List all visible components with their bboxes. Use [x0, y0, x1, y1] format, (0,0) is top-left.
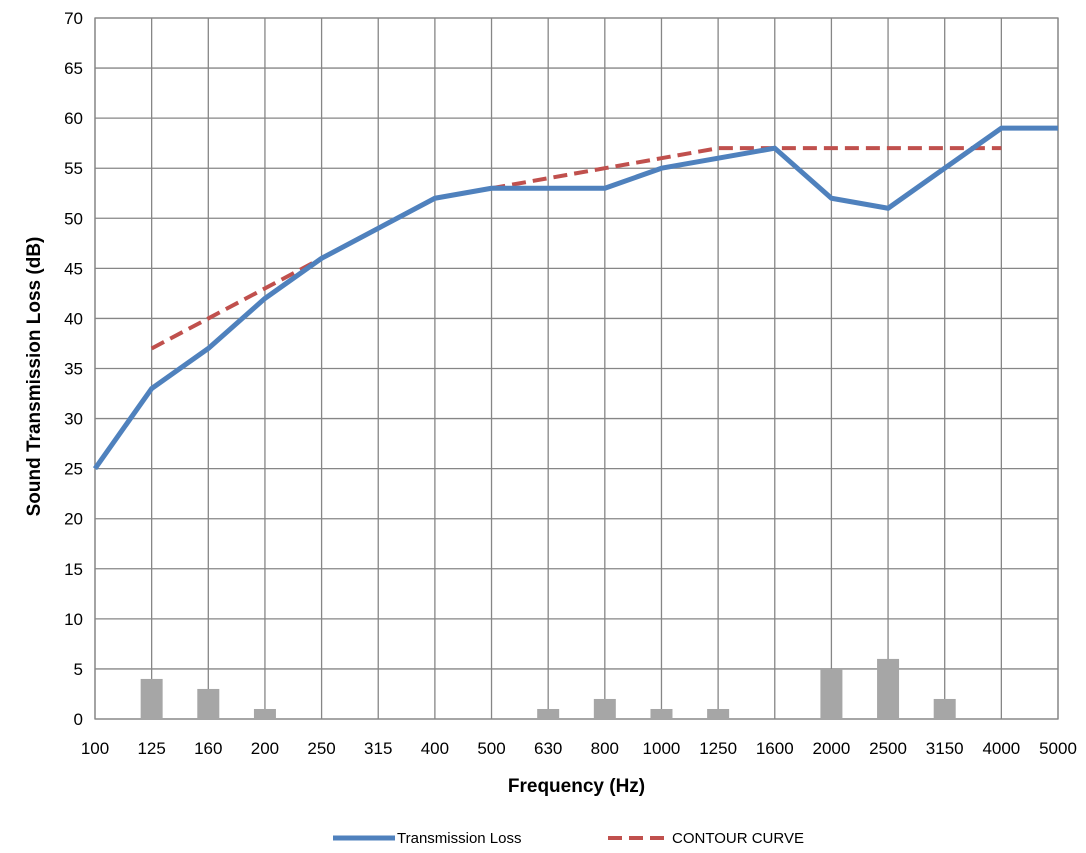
y-tick-label: 70: [64, 9, 83, 28]
y-tick-label: 20: [64, 510, 83, 529]
x-tick-label: 2000: [812, 739, 850, 758]
deficiency-bar: [877, 658, 900, 719]
y-tick-label: 55: [64, 159, 83, 178]
y-tick-label: 50: [64, 209, 83, 228]
deficiency-bar: [537, 708, 560, 719]
plot-border: [94, 17, 1059, 720]
x-tick-label: 400: [421, 739, 449, 758]
y-tick-label: 10: [64, 610, 83, 629]
x-tick-label: 500: [477, 739, 505, 758]
deficiency-bar: [933, 698, 956, 719]
x-tick-label: 1600: [756, 739, 794, 758]
x-tick-label: 2500: [869, 739, 907, 758]
deficiency-bar: [253, 708, 276, 719]
deficiency-bar: [197, 688, 220, 719]
x-tick-label: 4000: [982, 739, 1020, 758]
deficiency-bar: [650, 708, 673, 719]
deficiency-bar: [820, 668, 843, 719]
y-tick-label: 25: [64, 460, 83, 479]
y-tick-label: 0: [74, 710, 83, 729]
x-tick-label: 315: [364, 739, 392, 758]
x-tick-label: 160: [194, 739, 222, 758]
x-tick-label: 125: [137, 739, 165, 758]
y-tick-label: 45: [64, 259, 83, 278]
x-tick-label: 3150: [926, 739, 964, 758]
y-axis-title: Sound Transmission Loss (dB): [24, 237, 45, 517]
x-tick-label: 100: [81, 739, 109, 758]
y-tick-label: 65: [64, 59, 83, 78]
y-tick-label: 40: [64, 309, 83, 328]
y-tick-label: 5: [74, 660, 83, 679]
x-axis-title: Frequency (Hz): [508, 776, 645, 797]
x-tick-label: 1250: [699, 739, 737, 758]
deficiency-bar: [707, 708, 730, 719]
x-tick-label: 200: [251, 739, 279, 758]
x-tick-label: 5000: [1039, 739, 1077, 758]
y-tick-label: 30: [64, 410, 83, 429]
x-tick-label: 250: [307, 739, 335, 758]
x-tick-label: 1000: [643, 739, 681, 758]
y-tick-label: 60: [64, 109, 83, 128]
transmission-loss-line: [92, 125, 1058, 471]
legend-label: CONTOUR CURVE: [672, 830, 804, 847]
legend-label: Transmission Loss: [397, 830, 521, 847]
contour-curve-line: [150, 146, 1002, 351]
x-tick-label: 800: [591, 739, 619, 758]
y-tick-label: 15: [64, 560, 83, 579]
x-tick-label: 630: [534, 739, 562, 758]
y-tick-label: 35: [64, 360, 83, 379]
deficiency-bar: [140, 678, 163, 719]
deficiency-bar: [593, 698, 616, 719]
